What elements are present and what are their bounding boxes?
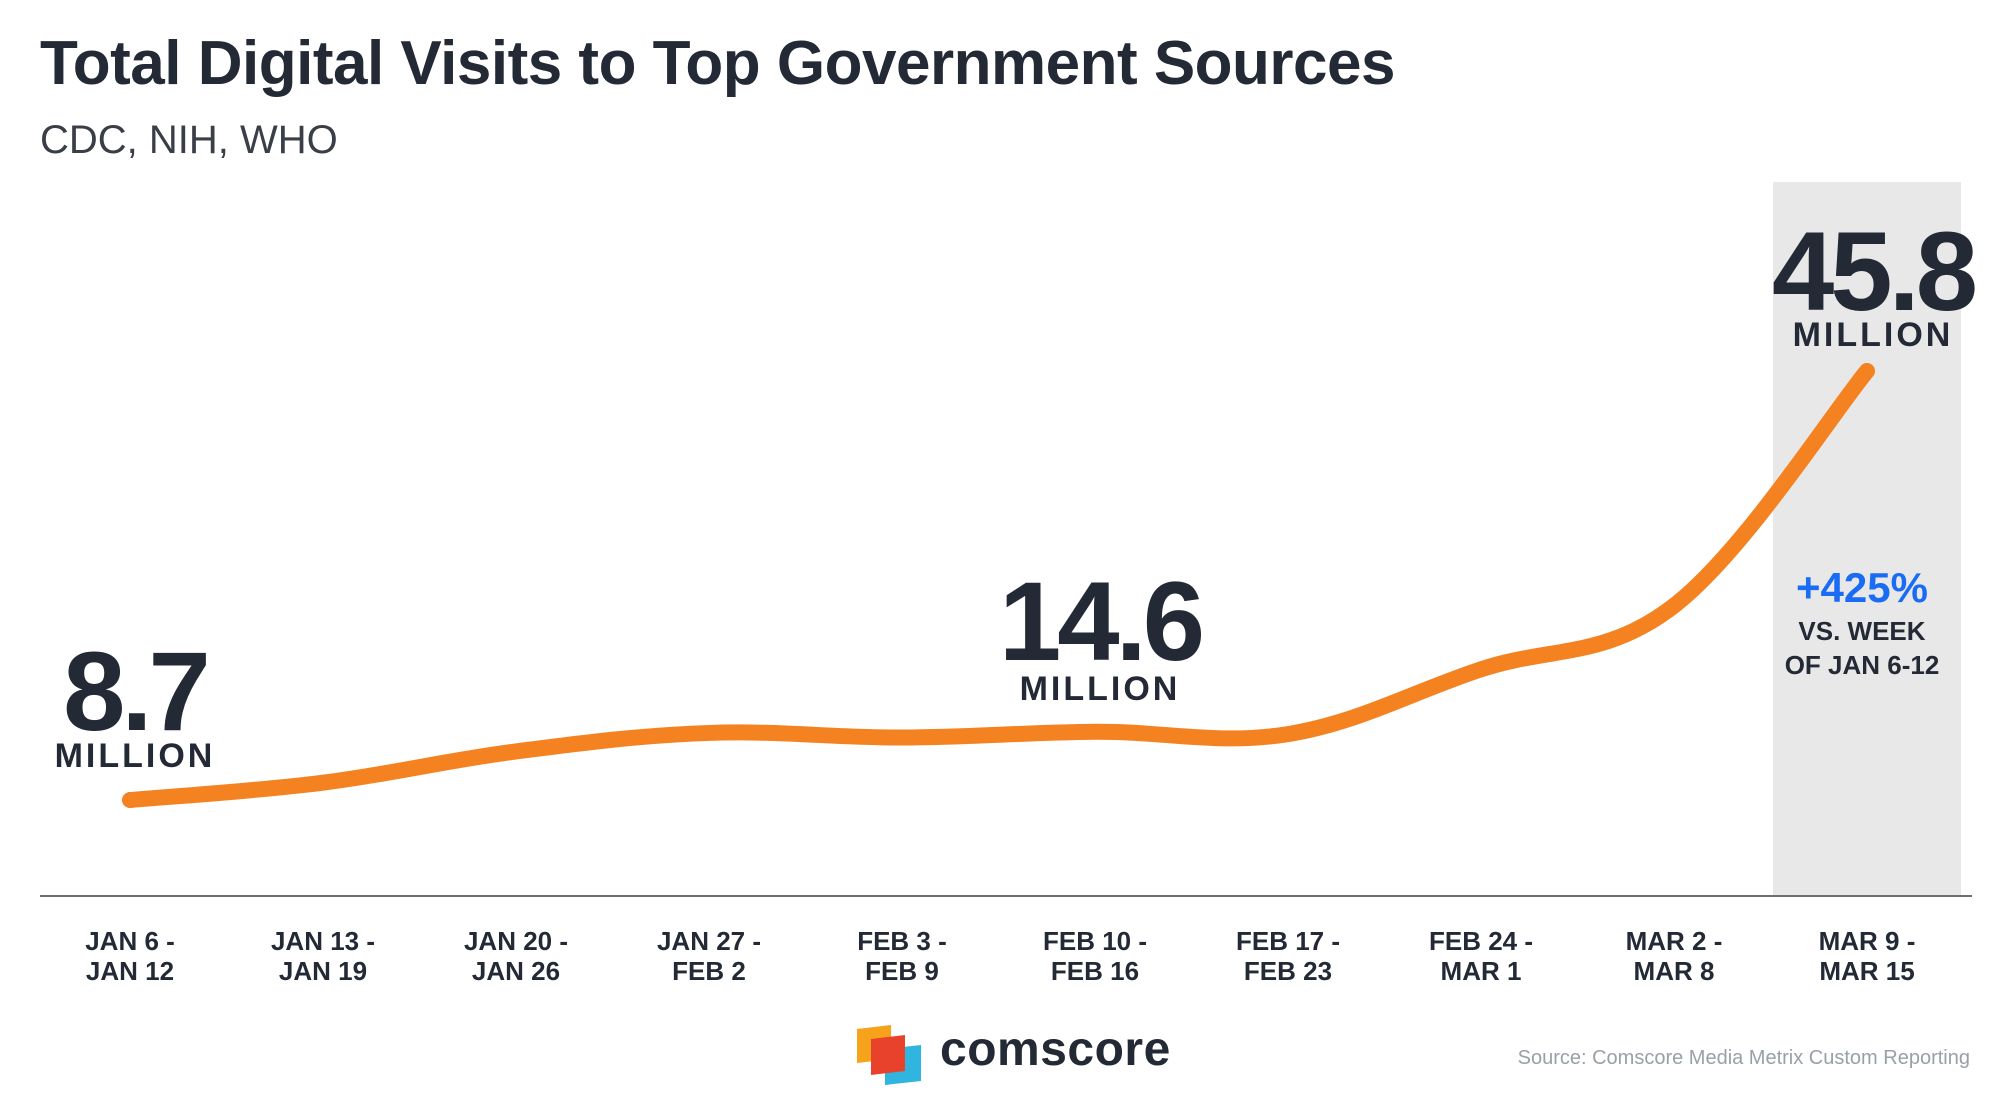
x-tick-label: JAN 20 -JAN 26 <box>464 926 568 986</box>
x-tick-label-line: FEB 9 <box>865 956 939 986</box>
chart-subtitle: CDC, NIH, WHO <box>40 118 338 162</box>
x-tick-label-line: FEB 2 <box>672 956 746 986</box>
x-tick-label-line: JAN 12 <box>86 956 174 986</box>
x-tick-label-line: FEB 3 - <box>857 926 947 956</box>
x-tick-label: FEB 24 -MAR 1 <box>1429 926 1533 986</box>
x-tick-label-line: MAR 2 - <box>1626 926 1723 956</box>
x-tick-label-line: MAR 1 <box>1441 956 1522 986</box>
annotation-unit: MILLION <box>1020 670 1181 708</box>
x-tick-label-line: JAN 27 - <box>657 926 761 956</box>
x-tick-label: JAN 13 -JAN 19 <box>271 926 375 986</box>
series-line-total-visits <box>122 363 1875 808</box>
annotation-value: 14.6 <box>999 559 1202 684</box>
x-tick-label-line: JAN 19 <box>279 956 367 986</box>
brand-name: comscore <box>940 1023 1171 1076</box>
x-tick-label: FEB 10 -FEB 16 <box>1043 926 1147 986</box>
change-callout-line: VS. WEEK <box>1798 616 1925 646</box>
x-tick-label-line: FEB 10 - <box>1043 926 1147 956</box>
change-callout-line: OF JAN 6-12 <box>1785 650 1940 680</box>
x-tick-label-line: FEB 23 <box>1244 956 1332 986</box>
x-tick-label-line: MAR 15 <box>1819 956 1914 986</box>
chart-title: Total Digital Visits to Top Government S… <box>40 29 1396 98</box>
x-tick-label: MAR 9 -MAR 15 <box>1819 926 1916 986</box>
x-tick-label-line: JAN 13 - <box>271 926 375 956</box>
annotation-unit: MILLION <box>55 737 216 775</box>
x-tick-label-line: FEB 16 <box>1051 956 1139 986</box>
x-tick-label-line: MAR 9 - <box>1819 926 1916 956</box>
logo-tile-red <box>871 1035 905 1075</box>
change-percent: +425% <box>1796 564 1928 611</box>
x-tick-label: MAR 2 -MAR 8 <box>1626 926 1723 986</box>
comscore-logo-icon <box>857 1025 921 1085</box>
x-tick-label-line: FEB 17 - <box>1236 926 1340 956</box>
annotation-value: 8.7 <box>63 629 207 754</box>
annotation-unit: MILLION <box>1793 316 1954 354</box>
x-tick-label: FEB 3 -FEB 9 <box>857 926 947 986</box>
x-tick-label-line: JAN 26 <box>472 956 560 986</box>
x-tick-label-line: FEB 24 - <box>1429 926 1533 956</box>
x-tick-label-line: MAR 8 <box>1634 956 1715 986</box>
x-tick-label: JAN 27 -FEB 2 <box>657 926 761 986</box>
x-tick-label-line: JAN 20 - <box>464 926 568 956</box>
highlight-band <box>1773 182 1961 897</box>
x-tick-label: JAN 6 -JAN 12 <box>85 926 175 986</box>
x-tick-label: FEB 17 -FEB 23 <box>1236 926 1340 986</box>
change-callout: +425% VS. WEEK OF JAN 6-12 <box>1785 564 1940 680</box>
x-tick-label-line: JAN 6 - <box>85 926 175 956</box>
annotation-value: 45.8 <box>1772 209 1975 334</box>
source-note: Source: Comscore Media Metrix Custom Rep… <box>1517 1047 1970 1069</box>
